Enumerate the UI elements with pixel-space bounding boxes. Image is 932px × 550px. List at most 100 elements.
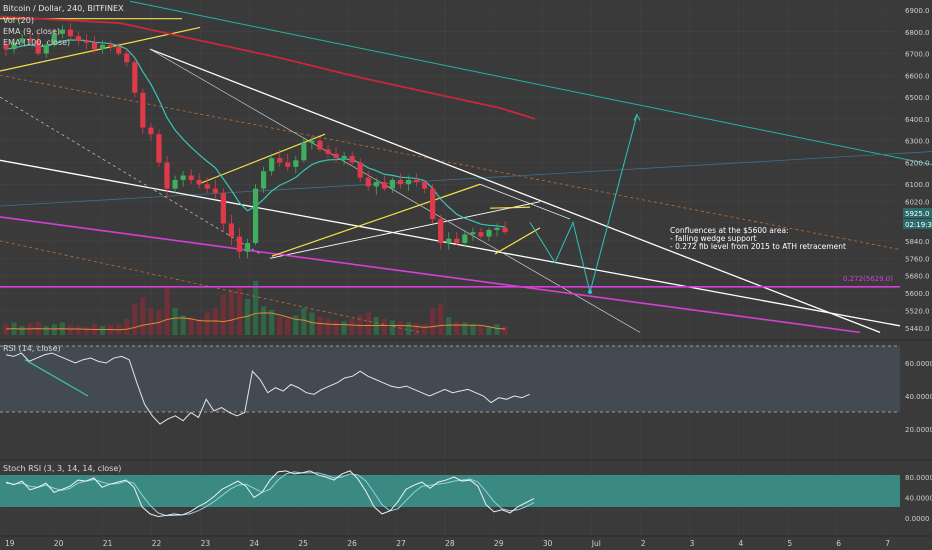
volume-bar (413, 323, 420, 335)
volume-bar (261, 306, 267, 335)
candle-body (341, 155, 347, 159)
grey-diagonal-line (149, 48, 641, 333)
blue-trend-line (0, 151, 932, 207)
candle-body (100, 44, 106, 50)
volume-bar (212, 308, 218, 335)
time-tick-label: 23 (201, 539, 211, 548)
time-tick-label: 3 (690, 539, 695, 548)
orange-dashed-line (0, 74, 901, 250)
wedge-upper-line (149, 48, 881, 333)
volume-bar (140, 297, 146, 335)
time-tick-label: 24 (250, 539, 260, 548)
rsi-trend-line (24, 359, 89, 397)
volume-bar (277, 317, 283, 335)
projection-arrowhead (633, 113, 641, 121)
price-tick-label: 6100.0 (905, 181, 930, 189)
time-tick-label: 19 (5, 539, 15, 548)
countdown-badge (903, 219, 932, 229)
candle-body (357, 162, 363, 178)
grey-dashed-diagonal (0, 96, 261, 255)
candle-body (83, 40, 90, 43)
candle-body (228, 223, 234, 237)
time-tick-label: 5 (787, 539, 792, 548)
volume-bar (204, 312, 210, 335)
volume-bar (430, 308, 436, 335)
price-tick-label: 5680.0 (905, 273, 930, 281)
price-tick-label: 6700.0 (905, 51, 930, 59)
candle-body (438, 219, 444, 244)
candle-body (373, 182, 379, 187)
candle-body (389, 179, 395, 189)
annotation-line-2: - falling wedge support (670, 234, 757, 243)
time-tick-label: 22 (152, 539, 162, 548)
stoch-k-line (5, 470, 535, 517)
rsi-tick-label: 60.0000 (905, 360, 932, 368)
stoch-band (0, 475, 900, 507)
candle-body (349, 155, 355, 163)
candle-body (43, 44, 49, 54)
time-tick-label: 28 (445, 539, 455, 548)
volume-bar (19, 326, 25, 335)
candle-body (51, 33, 57, 45)
candle-body (27, 38, 33, 41)
volume-bar (43, 326, 49, 335)
stoch-title: Stoch RSI (3, 3, 14, 14, close) (3, 464, 121, 473)
candle-body (261, 171, 267, 189)
candle-body (132, 62, 138, 93)
candle-body (108, 44, 114, 48)
volume-bar (405, 322, 412, 335)
price-tick-label: 6800.0 (905, 29, 930, 37)
time-tick-label: 4 (739, 539, 744, 548)
price-axis: 6900.0 6800.0 6700.0 6600.0 6500.0 6400.0 6300… (905, 7, 930, 333)
time-tick-label: 2 (641, 539, 646, 548)
projection-target-dot (588, 290, 592, 295)
price-tick-label: 6300.0 (905, 138, 930, 146)
volume-bar (325, 318, 331, 335)
candle-body (301, 142, 307, 161)
candle-body (188, 175, 194, 180)
volume-bar (228, 290, 234, 335)
volume-bar (333, 320, 339, 335)
volume-bar (486, 326, 492, 335)
volume-bar (438, 303, 444, 335)
candle-body (3, 44, 9, 50)
volume-bar (75, 326, 82, 335)
white-minor-line (479, 183, 571, 220)
volume-bar (502, 326, 508, 335)
candle-body (59, 29, 65, 34)
time-tick-label: 6 (836, 539, 841, 548)
volume-bar (172, 308, 178, 335)
volume-bars (3, 281, 508, 335)
rsi-title: RSI (14, close) (3, 344, 61, 353)
stoch-tick-label: 80.0000 (905, 474, 932, 482)
candle-body (381, 182, 387, 189)
candle-body (502, 227, 508, 233)
grid (0, 0, 900, 536)
rsi-axis: 60.0000 40.0000 20.0000 (905, 360, 932, 434)
candle-body (67, 29, 73, 37)
last-price-label: 5925.0 (905, 210, 930, 218)
rsi-tick-label: 20.0000 (905, 426, 932, 434)
candle-body (220, 192, 226, 224)
price-tick-label: 6900.0 (905, 7, 930, 15)
volume-bar (422, 324, 428, 335)
candle-body (293, 160, 299, 167)
volume-bar (188, 317, 194, 335)
candle-body (172, 179, 178, 189)
rsi-tick-label: 40.0000 (905, 393, 932, 401)
price-tick-label: 6020.0 (905, 199, 930, 207)
ema100-line (0, 15, 536, 120)
candle-body (413, 179, 420, 183)
time-tick-label: Jul (591, 539, 601, 548)
volume-bar (252, 281, 259, 335)
volume-bar (293, 315, 299, 335)
yellow-pennant-upper (489, 206, 531, 209)
last-price-badge (903, 208, 932, 218)
candle-body (164, 162, 170, 189)
volume-bar (164, 285, 170, 335)
candle-body (277, 158, 283, 163)
candle-body (365, 177, 371, 187)
stoch-lines (5, 470, 535, 517)
volume-bar (349, 318, 355, 335)
